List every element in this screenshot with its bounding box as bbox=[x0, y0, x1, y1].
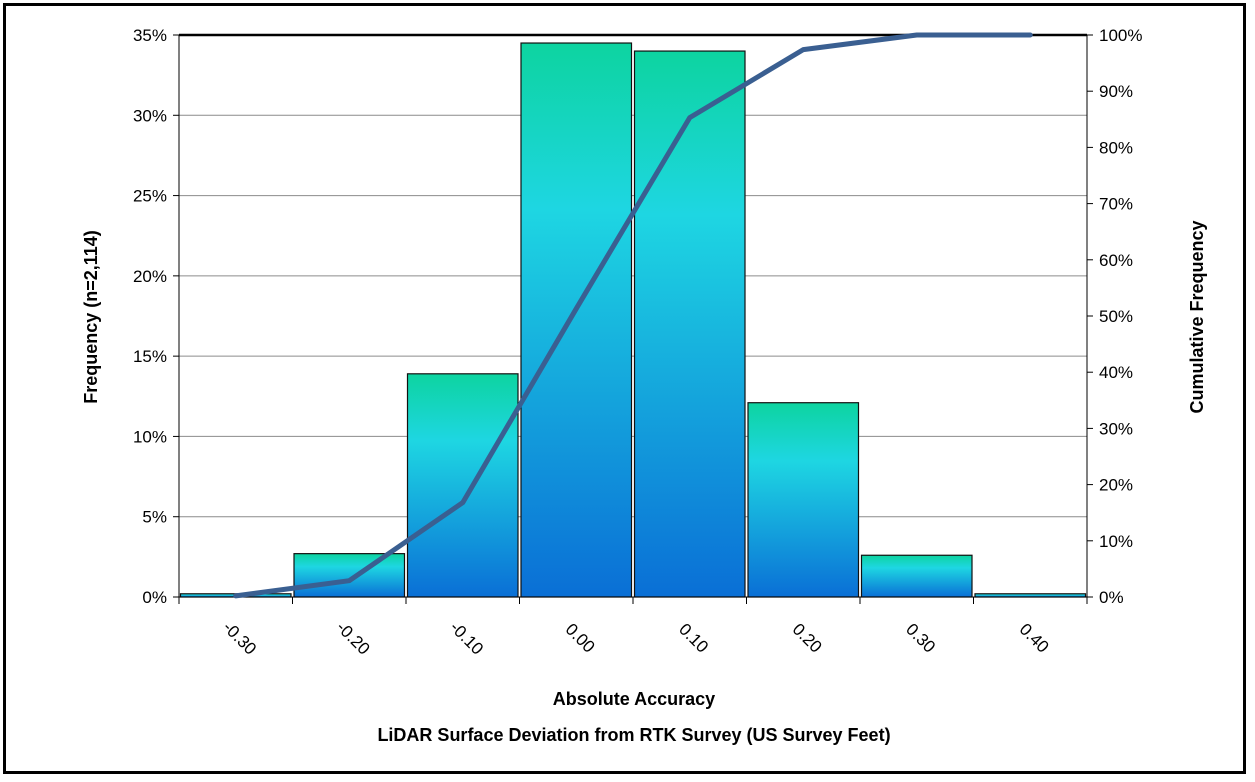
x-axis-subtitle: LiDAR Surface Deviation from RTK Survey … bbox=[377, 725, 890, 745]
y-tick-label: 15% bbox=[133, 347, 167, 366]
bar-0.00 bbox=[520, 42, 633, 598]
y-tick-label: 35% bbox=[133, 26, 167, 45]
y-tick-label: 25% bbox=[133, 187, 167, 206]
y-right-tick-label: 30% bbox=[1099, 419, 1133, 438]
x-tick-label: 0.00 bbox=[562, 620, 599, 657]
x-axis-title: Absolute Accuracy bbox=[553, 689, 715, 709]
x-tick-label: -0.20 bbox=[333, 618, 374, 659]
bar-0.20 bbox=[747, 402, 860, 598]
y-right-tick-label: 70% bbox=[1099, 195, 1133, 214]
x-tick-label: -0.30 bbox=[219, 618, 260, 659]
bar--0.20 bbox=[293, 553, 406, 598]
bar-0.30 bbox=[860, 554, 973, 598]
bars bbox=[179, 42, 1087, 598]
y-right-tick-label: 50% bbox=[1099, 307, 1133, 326]
x-tick-label: 0.20 bbox=[789, 620, 826, 657]
axes bbox=[173, 33, 1093, 604]
y-right-tick-label: 90% bbox=[1099, 82, 1133, 101]
gridlines bbox=[179, 34, 1087, 518]
x-tick-label: 0.30 bbox=[902, 620, 939, 657]
y-right-tick-label: 20% bbox=[1099, 476, 1133, 495]
y-right-tick-label: 60% bbox=[1099, 251, 1133, 270]
x-tick-label: 0.40 bbox=[1016, 620, 1053, 657]
y-axis-right-title: Cumulative Frequency bbox=[1187, 220, 1207, 413]
y-tick-label: 5% bbox=[142, 508, 167, 527]
y-right-tick-label: 40% bbox=[1099, 363, 1133, 382]
bar-0.10 bbox=[633, 50, 746, 598]
y-tick-label: 10% bbox=[133, 427, 167, 446]
y-right-tick-label: 80% bbox=[1099, 138, 1133, 157]
cumulative-line bbox=[233, 32, 1033, 599]
y-tick-label: 0% bbox=[142, 588, 167, 607]
y-tick-label: 20% bbox=[133, 267, 167, 286]
y-right-tick-label: 10% bbox=[1099, 532, 1133, 551]
y-right-tick-label: 0% bbox=[1099, 588, 1124, 607]
x-tick-label: 0.10 bbox=[675, 620, 712, 657]
y-right-tick-label: 100% bbox=[1099, 26, 1142, 45]
x-tick-label: -0.10 bbox=[446, 618, 487, 659]
cumulative-frequency-line bbox=[233, 32, 1033, 599]
bar--0.10 bbox=[406, 373, 519, 598]
y-tick-label: 30% bbox=[133, 106, 167, 125]
y-axis-title: Frequency (n=2,114) bbox=[81, 230, 101, 404]
